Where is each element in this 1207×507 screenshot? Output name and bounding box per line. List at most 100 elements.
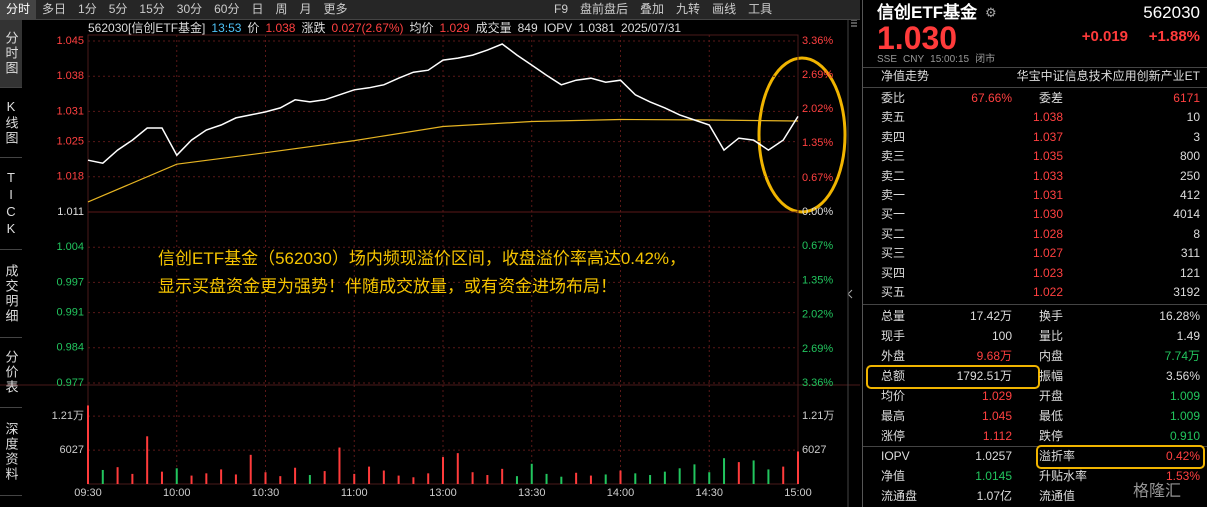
toolbar-tab[interactable]: 日 xyxy=(251,2,264,16)
stat-label: 流通值 xyxy=(1039,489,1076,503)
y-tick-label: 1.045 xyxy=(56,35,84,47)
side-nav-item[interactable]: 深度资料 xyxy=(0,408,22,496)
toolbar-tab[interactable]: 分时 xyxy=(0,0,37,19)
stat-label: 外盘 xyxy=(881,349,906,363)
side-nav-item[interactable]: TICK xyxy=(0,158,22,250)
toolbar-tool[interactable]: F9 xyxy=(554,2,569,16)
book-price: 1.030 xyxy=(1032,207,1063,221)
header-item: 涨跌 xyxy=(301,21,326,35)
book-price: 1.027 xyxy=(1032,246,1063,260)
stat-value: 1.53% xyxy=(1165,469,1200,483)
volume-bar xyxy=(412,477,415,484)
stat-label: 溢折率 xyxy=(1039,449,1076,463)
volume-bar xyxy=(604,474,607,484)
book-price: 1.031 xyxy=(1032,188,1063,202)
settings-icon[interactable]: ⚙ xyxy=(985,5,997,20)
stat-value: 1.009 xyxy=(1169,389,1200,403)
x-tick-label: 10:30 xyxy=(252,487,280,499)
volume-tick-label: 6027 xyxy=(60,444,84,456)
header-item: 2025/07/31 xyxy=(621,21,682,35)
volume-bar xyxy=(634,473,637,484)
side-nav-item[interactable]: 成交明细 xyxy=(0,250,22,338)
toolbar-tool[interactable]: 画线 xyxy=(712,2,737,16)
book-label: 买五 xyxy=(881,285,906,299)
toolbar-tool[interactable]: 盘前盘后 xyxy=(580,2,629,16)
book-volume: 311 xyxy=(1180,246,1200,260)
stat-label: IOPV xyxy=(881,449,910,463)
volume-bar xyxy=(308,475,311,484)
volume-bar xyxy=(545,473,548,484)
volume-bar xyxy=(782,466,785,484)
volume-bar xyxy=(279,476,282,484)
book-volume: 412 xyxy=(1179,188,1200,202)
volume-bar xyxy=(501,468,504,484)
change-pct: +1.88% xyxy=(1148,28,1200,45)
volume-bar xyxy=(693,464,696,484)
ratio-value: 67.66% xyxy=(971,91,1012,105)
ratio-label: 委比 xyxy=(881,91,906,105)
ratio-value: 6171 xyxy=(1173,91,1200,105)
side-nav-item[interactable]: K线图 xyxy=(0,88,22,158)
toolbar-tab[interactable]: 30分 xyxy=(176,2,203,16)
toolbar-tab[interactable]: 60分 xyxy=(214,2,240,16)
volume-bar xyxy=(427,473,430,484)
volume-bar xyxy=(589,475,592,484)
toolbar-tab[interactable]: 月 xyxy=(299,2,312,16)
chart-header: 562030[信创ETF基金] 13:53 价 1.038 涨跌 0.027(2.67%)… xyxy=(88,20,687,37)
header-item: 562030[信创ETF基金] xyxy=(88,21,206,35)
book-price: 1.022 xyxy=(1032,285,1063,299)
stat-value: 1.0145 xyxy=(975,469,1012,483)
stat-value: 1.0257 xyxy=(975,449,1012,463)
book-volume: 121 xyxy=(1179,265,1200,280)
x-tick-label: 13:00 xyxy=(429,487,457,499)
y-tick-label: 0.984 xyxy=(56,342,84,354)
fund-code: 562030 xyxy=(1143,3,1200,22)
y2-tick-label: 2.02% xyxy=(802,309,833,321)
toolbar-tab[interactable]: 周 xyxy=(275,2,288,16)
volume-bar xyxy=(382,470,385,484)
toolbar-tab[interactable]: 更多 xyxy=(323,2,348,16)
annotation-line: 信创ETF基金（562030）场内频现溢价区间，收盘溢价率高达0.42%， xyxy=(158,249,687,268)
stat-value: 1.49 xyxy=(1176,329,1200,343)
highlight-ellipse xyxy=(757,56,847,214)
toolbar-tab[interactable]: 5分 xyxy=(108,2,128,16)
toolbar-tool[interactable]: 九转 xyxy=(676,2,701,16)
y-tick-label: 1.031 xyxy=(56,105,84,117)
stat-label: 振幅 xyxy=(1039,369,1064,383)
toolbar-tab[interactable]: 1分 xyxy=(78,2,97,16)
book-price: 1.035 xyxy=(1032,149,1063,163)
toolbar-tool[interactable]: 工具 xyxy=(748,2,773,16)
header-item: 849 xyxy=(517,21,538,35)
side-nav-item[interactable]: 分价表 xyxy=(0,338,22,408)
volume-tick-label: 1.21万 xyxy=(802,410,834,422)
y2-tick-label: 0.67% xyxy=(802,240,833,252)
stat-value: 1.045 xyxy=(981,409,1012,423)
volume-tick-label: 6027 xyxy=(802,444,826,456)
volume-bar xyxy=(264,472,267,484)
volume-bar xyxy=(294,467,297,484)
menu-icon[interactable] xyxy=(851,19,857,27)
volume-bar xyxy=(131,473,134,484)
stat-value: 1.112 xyxy=(982,429,1012,443)
book-price: 1.023 xyxy=(1032,265,1063,280)
nav-link[interactable]: 净值走势 xyxy=(881,69,930,83)
stat-label: 净值 xyxy=(881,469,906,483)
volume-bar xyxy=(249,454,252,484)
toolbar-tool[interactable]: 叠加 xyxy=(640,2,665,16)
volume-bar xyxy=(471,472,474,484)
toolbar-tab[interactable]: 15分 xyxy=(139,2,165,16)
header-item: 13:53 xyxy=(211,21,242,35)
volume-bar xyxy=(87,405,89,484)
x-tick-label: 14:00 xyxy=(607,487,635,499)
volume-bar xyxy=(220,469,223,484)
stat-label: 总量 xyxy=(881,309,906,323)
toolbar-tab[interactable]: 多日 xyxy=(42,2,67,16)
volume-bar xyxy=(486,475,489,484)
volume-bar xyxy=(397,475,400,484)
side-nav-item[interactable]: 分时图 xyxy=(0,20,22,88)
collapse-arrow[interactable] xyxy=(847,289,853,299)
stat-label: 内盘 xyxy=(1039,349,1064,363)
header-item: 0.027(2.67%) xyxy=(331,21,404,35)
y2-tick-label: 2.69% xyxy=(802,69,833,81)
